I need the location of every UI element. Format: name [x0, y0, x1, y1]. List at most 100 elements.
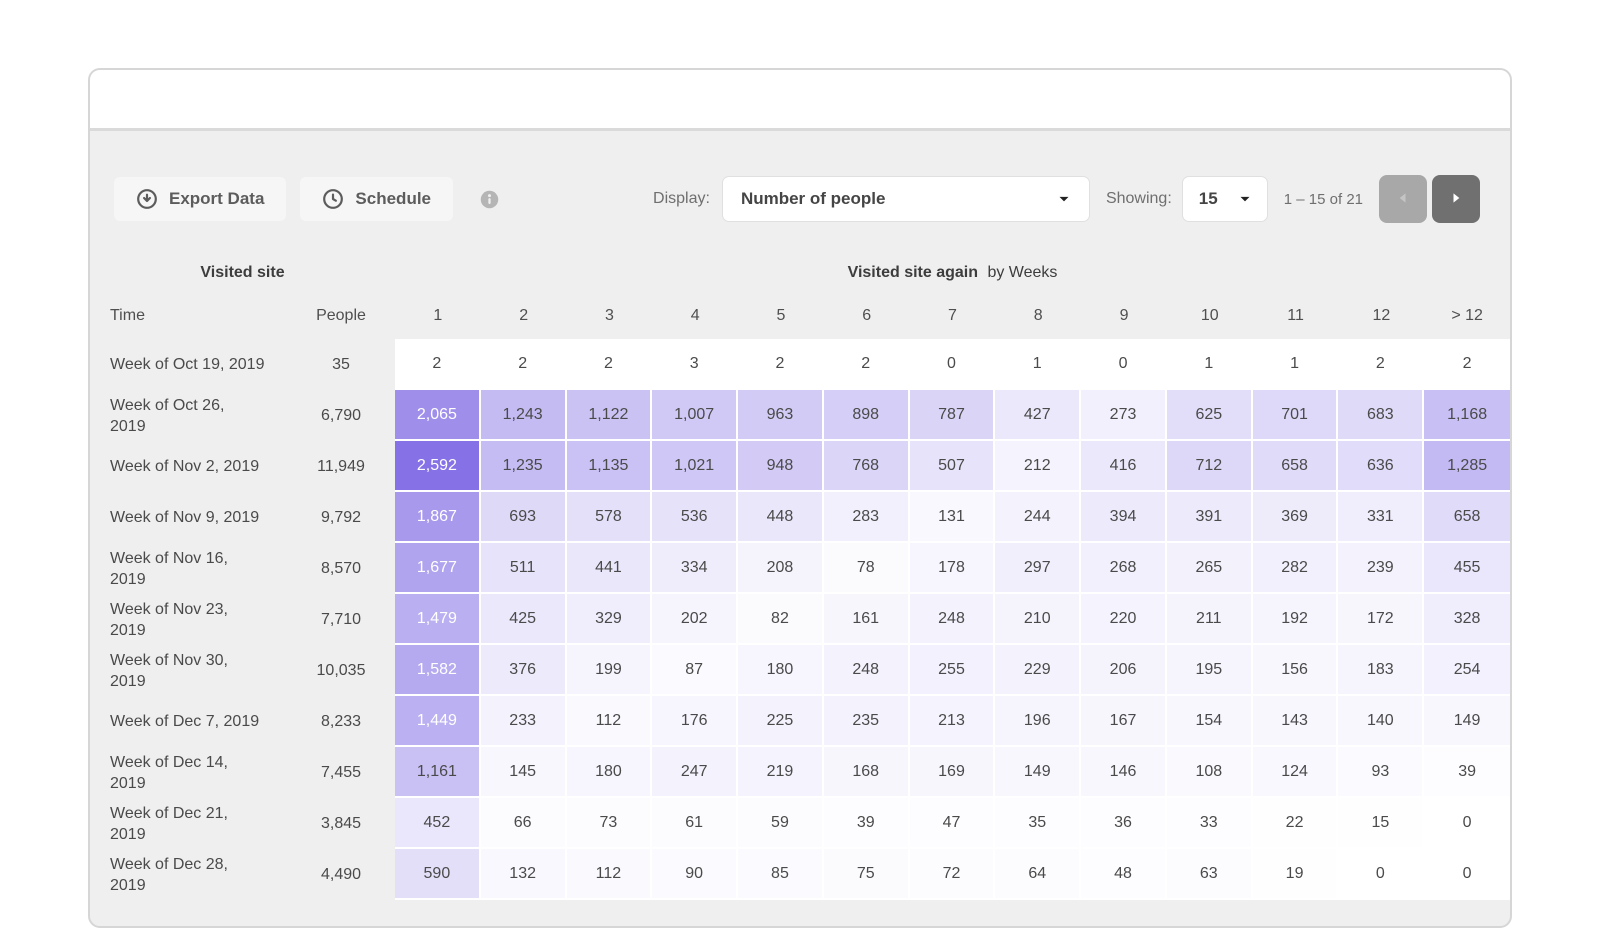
row-time-label: Week of Nov 16, 2019: [110, 549, 228, 588]
table-header: Visited site Visited site again by Weeks…: [90, 253, 1510, 339]
pagination-range: 1 – 15 of 21: [1283, 190, 1363, 208]
clock-icon: [322, 188, 344, 210]
display-label: Display:: [653, 190, 710, 207]
heat-cell: 283: [823, 492, 910, 543]
heat-cell: 202: [652, 594, 739, 645]
heat-cell: 172: [1338, 594, 1425, 645]
time-column-header: Time: [110, 307, 145, 324]
heat-cell: 536: [652, 492, 739, 543]
heat-cell: 48: [1081, 849, 1167, 900]
card-header-band: [90, 70, 1510, 131]
heat-cell: 1,449: [395, 696, 481, 747]
heat-cell: 149: [995, 747, 1082, 798]
row-time-label: Week of Nov 23, 2019: [110, 600, 228, 639]
heat-cell: 220: [1081, 594, 1167, 645]
heat-cell: 898: [823, 390, 910, 441]
table-row: Week of Oct 26, 2019 6,790 2,065 1,243 1,122 1…: [90, 390, 1510, 441]
row-time-label: Week of Dec 28, 2019: [110, 855, 228, 894]
heat-cell: 787: [909, 390, 996, 441]
row-people-count: 9,792: [320, 508, 362, 526]
heat-cell: 511: [480, 543, 567, 594]
heat-cell: 1,021: [652, 441, 739, 492]
heat-cell: 1,161: [395, 747, 481, 798]
heat-cell: 683: [1338, 390, 1425, 441]
schedule-button[interactable]: Schedule: [300, 177, 454, 221]
group-header-visited-again: Visited site again by Weeks: [395, 264, 1510, 282]
heat-cell: 328: [1424, 594, 1510, 645]
table-row: Week of Oct 19, 2019 35 2 2 2 3 2 2 0 1 0 1 1 2 2: [90, 339, 1510, 390]
table-body: Week of Oct 19, 2019 35 2 2 2 3 2 2 0 1 0 1 1 2 2 Week …: [90, 339, 1510, 900]
heat-cell: 248: [909, 594, 996, 645]
heat-cell: 2: [738, 339, 824, 390]
table-row: Week of Nov 9, 2019 9,792 1,867 693 578 536 44…: [90, 492, 1510, 543]
heat-cell: 244: [995, 492, 1082, 543]
heat-cell: 36: [1081, 798, 1167, 849]
heat-cell: 59: [738, 798, 824, 849]
heat-cell: 1,243: [480, 390, 567, 441]
heat-cell: 425: [480, 594, 567, 645]
heat-cell: 146: [1081, 747, 1167, 798]
heat-cell: 63: [1166, 849, 1253, 900]
heat-cell: 211: [1166, 594, 1253, 645]
heat-cell: 213: [909, 696, 996, 747]
heat-cell: 208: [738, 543, 824, 594]
heat-cell: 3: [652, 339, 739, 390]
info-icon[interactable]: [479, 189, 500, 210]
display-select[interactable]: Number of people: [721, 176, 1090, 222]
heat-cell: 229: [995, 645, 1082, 696]
heat-cell: 1,122: [566, 390, 653, 441]
heat-cell: 2: [1338, 339, 1425, 390]
heat-cell: 180: [566, 747, 653, 798]
row-people-count: 11,949: [317, 457, 365, 475]
heat-cell: 219: [738, 747, 824, 798]
column-header-row: Time People 1 2 3 4 5 6 7 8 9 10 11 12 > 12: [90, 293, 1510, 339]
heat-cell: 35: [995, 798, 1082, 849]
week-column-header: 1: [433, 307, 443, 324]
heat-cell: 329: [566, 594, 653, 645]
people-column-header: People: [316, 307, 366, 324]
row-time-label: Week of Dec 14, 2019: [110, 753, 228, 792]
table-row: Week of Dec 21, 2019 3,845 452 66 73 61 59 39 47 3…: [90, 798, 1510, 849]
heat-cell: 225: [738, 696, 824, 747]
heat-cell: 297: [995, 543, 1082, 594]
heat-cell: 64: [995, 849, 1082, 900]
heat-cell: 448: [738, 492, 824, 543]
heat-cell: 73: [566, 798, 653, 849]
next-page-button[interactable]: [1432, 175, 1480, 223]
heat-cell: 108: [1166, 747, 1253, 798]
week-column-header: > 12: [1451, 307, 1483, 324]
heat-cell: 282: [1252, 543, 1339, 594]
heat-cell: 1,168: [1424, 390, 1510, 441]
heat-cell: 39: [1424, 747, 1510, 798]
heat-cell: 1,235: [480, 441, 567, 492]
heat-cell: 112: [566, 696, 653, 747]
heat-cell: 391: [1166, 492, 1253, 543]
page-size-select[interactable]: 15: [1181, 176, 1268, 222]
heat-cell: 87: [652, 645, 739, 696]
export-data-label: Export Data: [169, 189, 265, 208]
heat-cell: 180: [738, 645, 824, 696]
heat-cell: 2: [566, 339, 653, 390]
heat-cell: 131: [909, 492, 996, 543]
row-people-count: 8,570: [320, 559, 362, 577]
table-row: Week of Nov 16, 2019 8,570 1,677 511 441 334 20…: [90, 543, 1510, 594]
prev-page-button[interactable]: [1379, 175, 1427, 223]
display-select-value: Number of people: [740, 189, 886, 208]
heat-cell: 394: [1081, 492, 1167, 543]
heat-cell: 22: [1252, 798, 1339, 849]
table-row: Week of Dec 28, 2019 4,490 590 132 112 90 85 75 7…: [90, 849, 1510, 900]
heat-cell: 235: [823, 696, 910, 747]
heat-cell: 334: [652, 543, 739, 594]
heat-cell: 206: [1081, 645, 1167, 696]
heat-cell: 376: [480, 645, 567, 696]
heat-cell: 1,582: [395, 645, 481, 696]
export-data-button[interactable]: Export Data: [114, 177, 287, 221]
week-column-header: 5: [776, 307, 786, 324]
heat-cell: 19: [1252, 849, 1339, 900]
heat-cell: 168: [823, 747, 910, 798]
week-column-header: 2: [519, 307, 529, 324]
table-row: Week of Nov 30, 2019 10,035 1,582 376 199 87 18…: [90, 645, 1510, 696]
row-time-label: Week of Oct 19, 2019: [110, 356, 265, 373]
heat-cell: 47: [909, 798, 996, 849]
week-column-header: 7: [948, 307, 957, 324]
